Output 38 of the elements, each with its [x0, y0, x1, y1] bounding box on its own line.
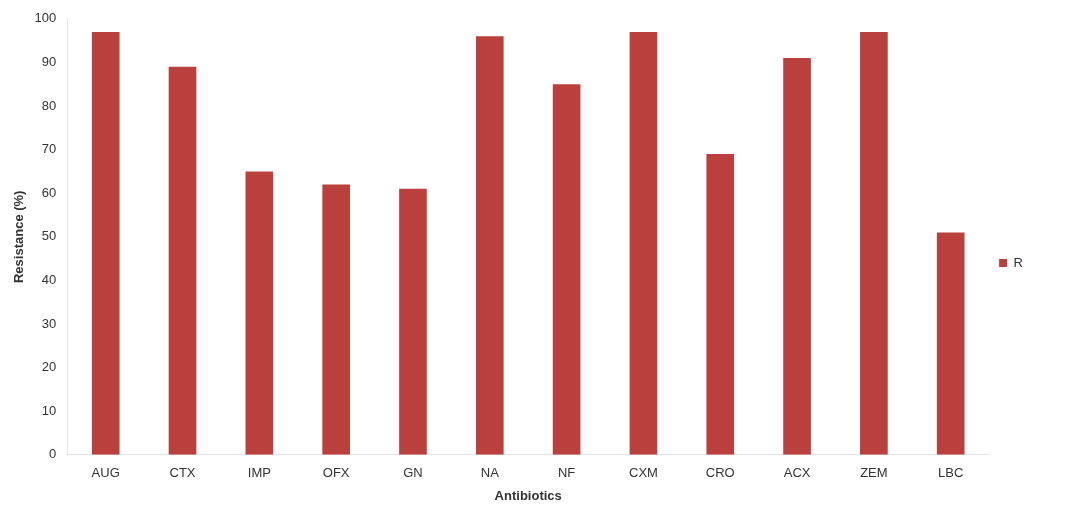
bar	[706, 153, 735, 455]
bar	[322, 184, 350, 455]
bar	[629, 31, 658, 455]
x-tick-label: IMP	[247, 465, 271, 481]
bar	[936, 232, 965, 455]
y-tick-label: 70	[41, 141, 57, 157]
bar	[91, 31, 120, 455]
bar	[245, 171, 274, 455]
y-tick-label: 80	[41, 97, 57, 113]
x-tick-label: NA	[480, 465, 500, 481]
bar	[399, 188, 427, 455]
bar	[860, 31, 888, 455]
bar	[475, 36, 504, 455]
x-tick-label: ZEM	[860, 465, 888, 481]
x-tick-label: ACX	[783, 465, 811, 481]
bar	[552, 84, 581, 455]
y-tick-label: 40	[41, 271, 57, 287]
x-tick-label: CTX	[169, 465, 196, 481]
x-tick-label: CRO	[705, 465, 735, 481]
x-tick-label: GN	[403, 465, 423, 481]
x-axis-title: Antibiotics	[494, 487, 562, 503]
y-tick-label: 60	[41, 184, 57, 200]
y-tick-label: 90	[41, 53, 57, 69]
y-tick-label: 10	[41, 402, 57, 418]
x-tick-label: NF	[557, 465, 576, 481]
x-tick-label: CXM	[628, 465, 658, 481]
y-tick-label: 30	[41, 315, 57, 331]
x-tick-label: OFX	[322, 465, 350, 481]
y-tick-label: 20	[41, 359, 57, 375]
x-tick-label: AUG	[91, 465, 120, 481]
y-tick-label: 100	[34, 10, 57, 26]
bar	[783, 58, 811, 455]
y-tick-label: 50	[41, 228, 57, 244]
x-tick-label: LBC	[938, 465, 964, 481]
legend-label: R	[1013, 254, 1023, 270]
y-axis-title: Resistance (%)	[11, 190, 27, 284]
bar	[168, 66, 197, 455]
y-tick-label: 0	[49, 446, 57, 462]
